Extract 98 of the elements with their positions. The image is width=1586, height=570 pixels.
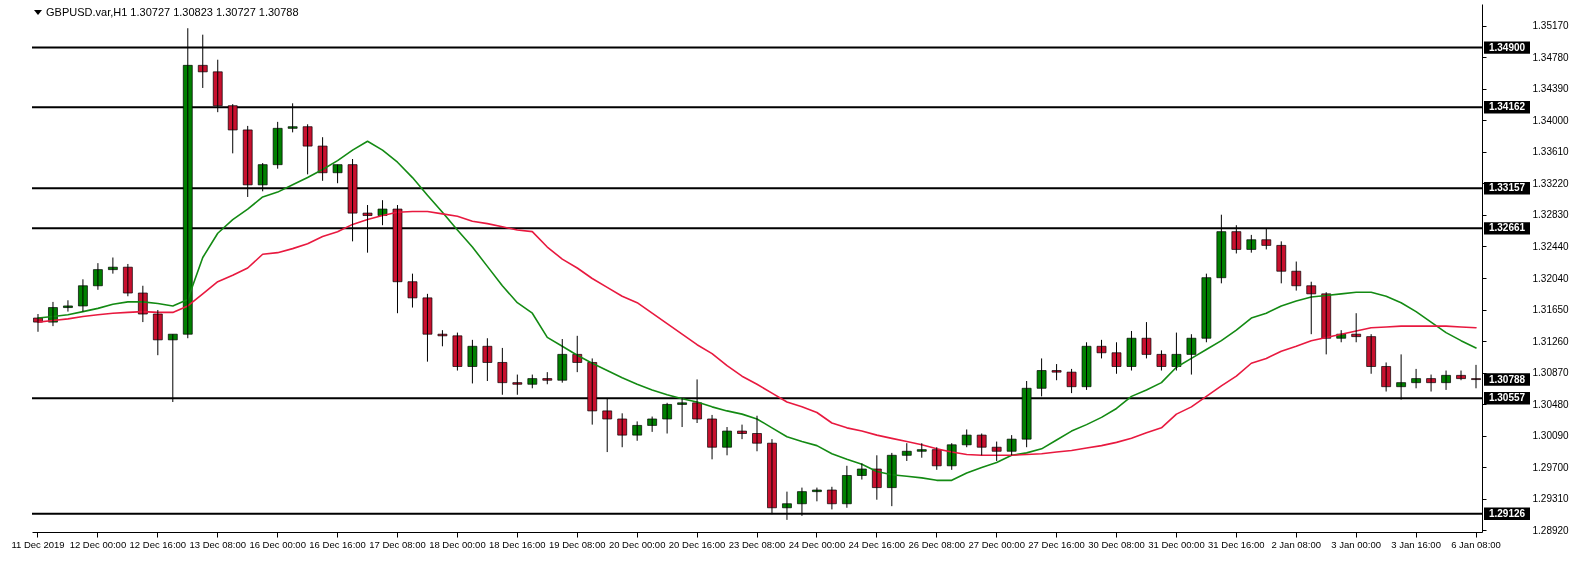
candlestick — [512, 374, 523, 396]
candlestick — [1246, 234, 1257, 254]
x-tick-label: 27 Dec 00:00 — [968, 538, 1025, 550]
candlestick — [617, 412, 628, 448]
y-tick-label: 1.29310 — [1532, 493, 1570, 505]
y-tick-label: 1.30480 — [1532, 398, 1570, 410]
x-tick-label: 13 Dec 08:00 — [189, 538, 246, 550]
y-tick-label: 1.35170 — [1532, 20, 1570, 32]
x-tick-label: 27 Dec 16:00 — [1028, 538, 1085, 550]
candlestick — [557, 338, 568, 384]
x-tick-label: 31 Dec 00:00 — [1148, 538, 1205, 550]
x-tick-label: 18 Dec 00:00 — [429, 538, 486, 550]
candlestick — [1006, 434, 1017, 456]
candlestick — [1201, 273, 1212, 343]
y-tick-label: 1.28920 — [1532, 524, 1570, 536]
x-tick-label: 6 Jan 08:00 — [1451, 538, 1501, 550]
x-tick-label: 2 Jan 08:00 — [1271, 538, 1322, 550]
candlestick — [812, 487, 822, 502]
candlestick — [632, 420, 643, 442]
candlestick — [317, 136, 328, 182]
y-tick-label: 1.33220 — [1532, 177, 1570, 189]
candlestick — [1066, 368, 1077, 394]
ref-line-label: 1.30557 — [1488, 392, 1526, 404]
candlestick — [1171, 332, 1182, 372]
x-tick-label: 31 Dec 16:00 — [1208, 538, 1265, 550]
candlestick — [961, 428, 972, 448]
candlestick — [63, 299, 73, 313]
y-tick-label: 1.32040 — [1532, 273, 1570, 284]
candlestick — [931, 446, 942, 471]
text: 1.30788 — [1488, 373, 1526, 385]
candlestick — [467, 339, 478, 384]
x-tick-label: 20 Dec 16:00 — [668, 538, 726, 550]
y-tick-label: 1.30090 — [1532, 430, 1570, 442]
x-tick-label: 3 Jan 16:00 — [1391, 538, 1441, 550]
candlestick — [272, 121, 283, 170]
y-tick-label: 1.31260 — [1532, 335, 1570, 347]
candlestick — [737, 424, 747, 440]
y-tick-label: 1.31650 — [1532, 304, 1570, 316]
candlestick — [422, 293, 433, 363]
x-tick-label: 12 Dec 00:00 — [69, 538, 127, 550]
y-tick-label: 1.33610 — [1532, 146, 1570, 158]
candlestick — [1081, 341, 1092, 391]
ref-line-label: 1.34900 — [1488, 41, 1526, 53]
x-tick-label: 24 Dec 16:00 — [848, 538, 906, 550]
x-tick-label: 17 Dec 08:00 — [369, 538, 426, 550]
chart-title: GBPUSD.var,H1 1.30727 1.30823 1.30727 1.30788 — [46, 6, 299, 18]
x-tick-label: 3 Jan 00:00 — [1331, 538, 1381, 550]
ref-line-label: 1.32661 — [1488, 222, 1526, 234]
candlestick — [1186, 333, 1197, 376]
candlestick — [437, 329, 448, 347]
candlestick — [377, 199, 388, 226]
x-tick-label: 30 Dec 08:00 — [1088, 538, 1145, 550]
candlestick — [857, 462, 867, 481]
x-tick-label: 19 Dec 08:00 — [548, 538, 606, 550]
candlestick — [497, 347, 508, 396]
candlestick — [302, 123, 313, 175]
candlestick — [1156, 349, 1167, 372]
candlestick — [1351, 312, 1362, 343]
x-tick-label: 20 Dec 00:00 — [608, 538, 666, 550]
candlestick — [976, 433, 987, 456]
candlestick — [1096, 339, 1107, 359]
candlestick — [1276, 240, 1287, 284]
candlestick — [991, 441, 1002, 462]
x-tick-label: 18 Dec 16:00 — [489, 538, 546, 550]
candlestick — [1291, 261, 1302, 292]
ref-line-label: 1.33157 — [1488, 182, 1526, 194]
y-tick-label: 1.29700 — [1532, 461, 1570, 473]
x-tick-label: 16 Dec 00:00 — [249, 538, 306, 550]
y-tick-label: 1.30870 — [1532, 367, 1570, 379]
y-tick-label: 1.32440 — [1532, 240, 1570, 252]
x-tick-label: 23 Dec 08:00 — [728, 538, 786, 550]
candlestick — [1141, 321, 1152, 359]
ref-line-label: 1.29126 — [1488, 507, 1526, 519]
y-tick-label: 1.34780 — [1532, 51, 1570, 63]
x-tick-label: 24 Dec 00:00 — [788, 538, 846, 550]
y-tick-label: 1.32830 — [1532, 209, 1570, 221]
candlestick — [332, 164, 343, 184]
candlestick — [1111, 341, 1122, 375]
candlestick — [482, 337, 493, 382]
y-tick-label: 1.34390 — [1532, 83, 1570, 95]
candlestick — [647, 416, 657, 433]
x-tick-label: 16 Dec 16:00 — [309, 538, 366, 550]
candlestick — [1051, 363, 1062, 381]
candlestick — [1306, 281, 1317, 335]
candlestick — [1126, 330, 1137, 372]
y-tick-label: 1.34000 — [1532, 114, 1570, 126]
candlestick — [901, 442, 912, 462]
candlestick — [152, 309, 163, 356]
ref-line-label: 1.34162 — [1488, 101, 1526, 113]
x-tick-label: 11 Dec 2019 — [11, 538, 65, 550]
candlestick — [407, 273, 418, 309]
candlestick — [527, 374, 538, 389]
x-tick-label: 26 Dec 08:00 — [908, 538, 966, 550]
candlestick — [916, 442, 927, 459]
candlestick — [452, 332, 463, 372]
candlestick — [542, 371, 553, 385]
candlestick — [1366, 333, 1376, 375]
x-tick-label: 12 Dec 16:00 — [129, 538, 187, 550]
